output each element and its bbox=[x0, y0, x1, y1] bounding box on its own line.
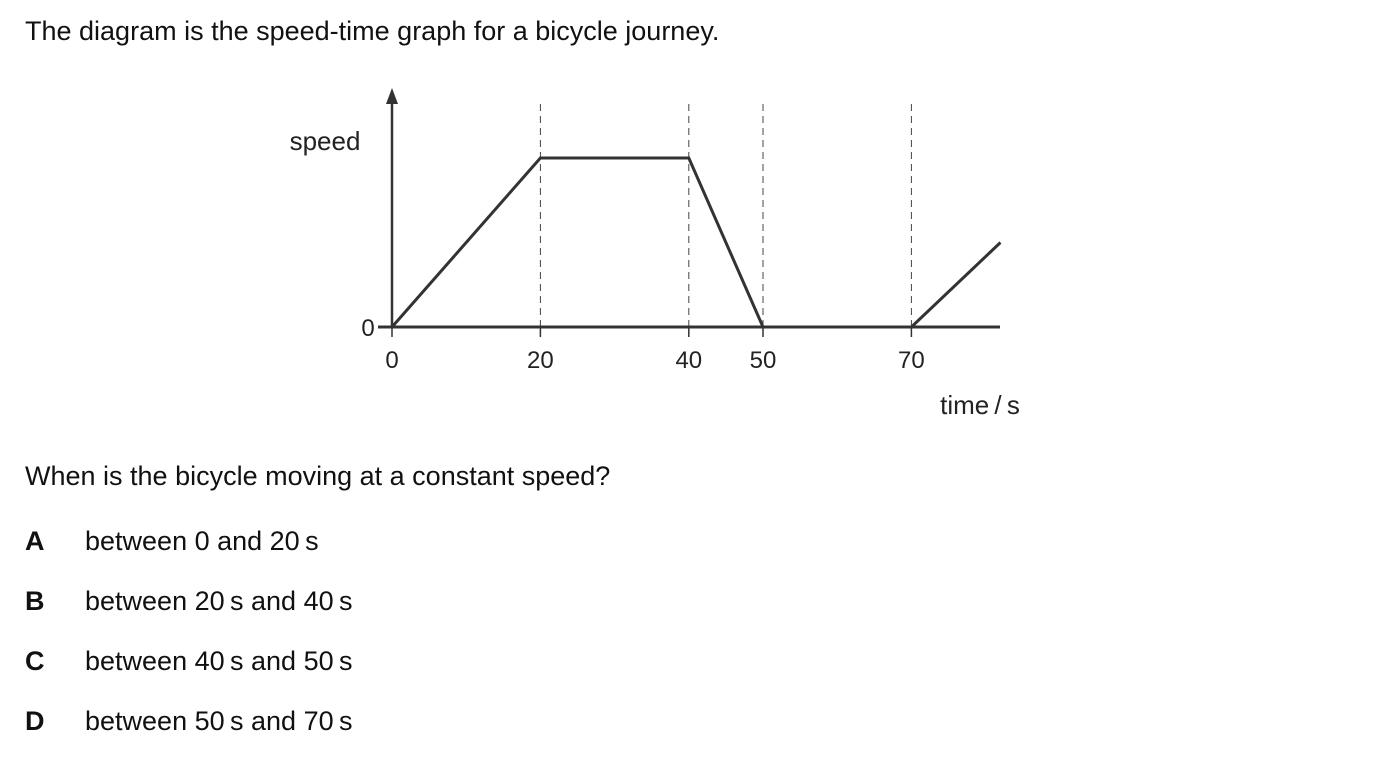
speed-series bbox=[390, 156, 1002, 329]
x-axis-ticks bbox=[391, 327, 913, 337]
option-letter: B bbox=[25, 586, 45, 616]
x-tick-label: 40 bbox=[675, 347, 702, 374]
y-axis-arrow bbox=[386, 88, 398, 104]
vertical-guide-lines bbox=[539, 104, 912, 327]
option-text: between 40 s and 50 s bbox=[85, 646, 353, 676]
x-axis-label: time / s bbox=[940, 390, 1020, 420]
axis-labels: speed time / s bbox=[290, 126, 1020, 420]
option-letter: C bbox=[25, 646, 45, 676]
x-tick-label: 50 bbox=[750, 347, 777, 374]
option-text: between 20 s and 40 s bbox=[85, 586, 353, 616]
question-intro: The diagram is the speed-time graph for … bbox=[25, 16, 720, 46]
question-text: When is the bicycle moving at a constant… bbox=[25, 461, 611, 491]
option-text: between 50 s and 70 s bbox=[85, 706, 353, 736]
y-tick-label: 0 bbox=[361, 315, 374, 342]
option-text: between 0 and 20 s bbox=[85, 526, 319, 556]
x-tick-label: 0 bbox=[385, 347, 398, 374]
x-tick-label: 20 bbox=[527, 347, 554, 374]
option-letter: D bbox=[25, 706, 45, 736]
speed-line bbox=[390, 156, 1002, 329]
option-letter: A bbox=[25, 526, 45, 556]
x-tick-label: 70 bbox=[898, 347, 925, 374]
y-axis-label: speed bbox=[290, 126, 361, 156]
tick-labels: 0 20 40 50 70 0 bbox=[361, 315, 924, 374]
chart-axes bbox=[378, 88, 1000, 329]
